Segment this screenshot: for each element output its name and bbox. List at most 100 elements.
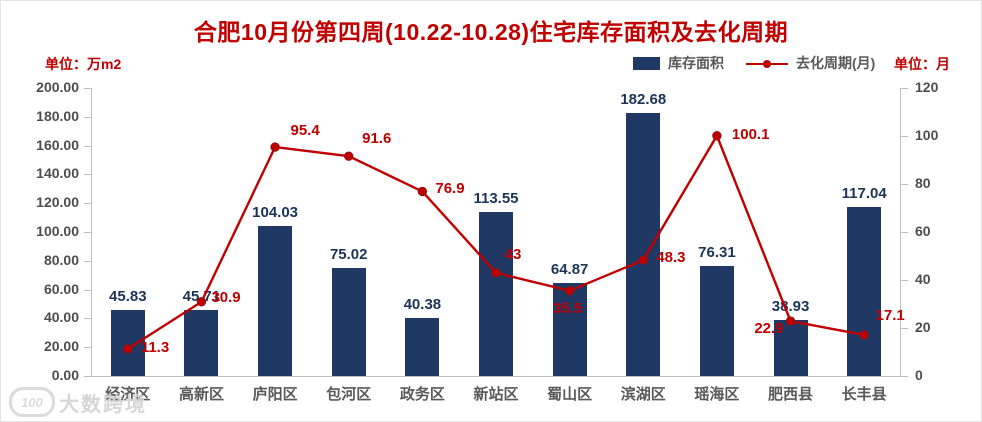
- right-axis-tick: [901, 136, 908, 137]
- line-marker-icon: [417, 186, 428, 197]
- line-value-label: 100.1: [731, 125, 770, 143]
- left-axis-tick: [84, 88, 91, 89]
- line-value-label: 91.6: [362, 130, 392, 148]
- bar-value-label: 76.31: [698, 244, 736, 262]
- category-label: 庐阳区: [252, 386, 298, 403]
- bar-value-label: 117.04: [841, 185, 887, 203]
- right-axis-tick: [901, 280, 908, 281]
- left-axis-tick-label: 20.00: [43, 338, 79, 355]
- left-axis-tick-label: 160.00: [36, 136, 79, 153]
- category-label: 瑶海区: [694, 386, 740, 403]
- line-marker-icon: [123, 344, 133, 354]
- bar: [552, 282, 587, 376]
- left-axis-tick-label: 40.00: [43, 309, 79, 326]
- left-axis-tick: [84, 376, 91, 377]
- left-axis-tick: [84, 289, 91, 291]
- left-axis-tick-label: 60.00: [43, 280, 79, 297]
- legend: 库存面积 去化周期(月): [633, 54, 875, 72]
- line-marker-icon: [859, 330, 869, 340]
- category-label: 政务区: [399, 386, 445, 403]
- left-axis-tick-label: 100.00: [36, 223, 79, 239]
- line-marker-icon: [785, 316, 796, 326]
- bar: [479, 212, 513, 376]
- watermark-text: 大数跨境: [59, 393, 147, 416]
- line-value-label: 11.3: [140, 338, 170, 356]
- line-value-label: 22.9: [754, 320, 784, 338]
- right-axis-tick-label: 20: [915, 319, 931, 335]
- line-series: [123, 131, 869, 354]
- left-axis-tick: [84, 116, 91, 118]
- left-axis-line: [91, 88, 92, 376]
- plot-area: 200.00 180.00 160.00 140.00 120.00 100.00 80.0…: [36, 79, 938, 383]
- left-axis-tick-label: 0.00: [51, 367, 79, 383]
- right-axis-tick-label: 60: [915, 223, 931, 239]
- category-label: 新站区: [473, 386, 519, 403]
- right-axis-tick: [901, 88, 908, 89]
- legend-line-swatch-icon: [746, 57, 788, 70]
- bar: [626, 112, 661, 376]
- left-axis-tick-label: 120.00: [36, 194, 79, 211]
- category-label: 包河区: [326, 386, 372, 403]
- left-axis-tick: [84, 318, 91, 320]
- left-axis-tick-label: 80.00: [43, 251, 79, 268]
- category-label: 蜀山区: [547, 386, 593, 403]
- line-value-label: 30.9: [211, 288, 241, 306]
- category-label: 滨湖区: [620, 386, 666, 403]
- legend-bar-swatch-icon: [633, 56, 660, 70]
- left-axis-tick: [84, 145, 91, 147]
- right-axis-unit-label: 单位：月: [894, 56, 950, 72]
- right-axis-line: [900, 88, 901, 376]
- line-value-label: 95.4: [290, 122, 320, 140]
- right-axis-tick-label: 80: [915, 175, 931, 191]
- bar-value-label: 45.71: [182, 288, 221, 306]
- left-axis-tick: [84, 232, 91, 233]
- line-value-label: 48.3: [656, 249, 686, 267]
- line-value-label: 76.9: [435, 180, 465, 198]
- line-marker-icon: [196, 297, 207, 307]
- line-marker-icon: [344, 151, 354, 161]
- bar-value-label: 104.03: [252, 204, 299, 222]
- line-marker-icon: [270, 142, 280, 152]
- bar-value-label: 113.55: [473, 190, 519, 208]
- bottom-axis-line: [91, 376, 901, 377]
- line-marker-icon: [491, 268, 501, 278]
- watermark: 100 大数跨境: [9, 387, 147, 417]
- bar-value-label: 45.83: [109, 288, 147, 305]
- bar-value-label: 182.68: [620, 90, 667, 108]
- right-axis-tick: [901, 328, 908, 329]
- bar: [773, 319, 808, 376]
- bar-value-label: 38.93: [771, 297, 810, 315]
- bar: [258, 226, 293, 376]
- left-axis-tick: [84, 174, 91, 176]
- legend-bar-label: 库存面积: [668, 55, 724, 71]
- right-axis-tick-label: 100: [915, 127, 939, 143]
- bar: [184, 310, 219, 376]
- right-axis-tick-label: 40: [915, 271, 931, 287]
- right-axis-tick: [901, 184, 908, 185]
- bar: [847, 207, 882, 376]
- line-value-label: 43: [504, 245, 522, 263]
- left-axis-tick-label: 180.00: [36, 107, 79, 124]
- watermark-logo-icon: 100: [9, 387, 55, 417]
- left-axis-unit-label: 单位：万m2: [45, 56, 122, 72]
- line-value-label: 35.5: [553, 299, 583, 317]
- legend-line-label: 去化周期(月): [796, 55, 876, 71]
- left-axis-tick: [84, 203, 91, 205]
- line-marker-icon: [712, 131, 722, 141]
- right-axis-tick-label: 0: [915, 367, 923, 383]
- line-path: [127, 133, 865, 350]
- bar-value-label: 75.02: [329, 245, 368, 263]
- chart-title: 合肥10月份第四周(10.22-10.28)住宅库存面积及去化周期: [193, 19, 789, 45]
- left-axis-tick-label: 200.00: [36, 79, 79, 95]
- right-axis-tick: [901, 232, 908, 233]
- category-label: 肥西县: [768, 386, 814, 403]
- right-axis-tick-label: 120: [915, 79, 939, 95]
- bar: [405, 317, 440, 376]
- left-axis-tick-label: 140.00: [36, 165, 79, 182]
- left-axis-tick: [84, 260, 91, 262]
- left-axis-tick: [84, 347, 91, 349]
- bar-value-label: 64.87: [550, 260, 589, 278]
- line-value-label: 17.1: [875, 306, 905, 324]
- category-label: 长丰县: [841, 386, 887, 403]
